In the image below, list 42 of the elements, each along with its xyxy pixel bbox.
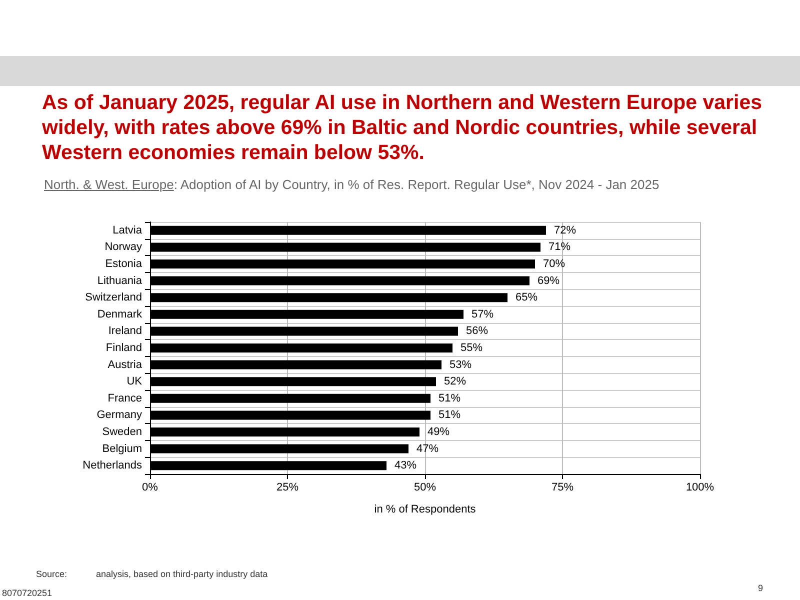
data-label: 55% xyxy=(460,342,483,354)
y-tick-label: Germany xyxy=(96,409,142,422)
x-tick-label: 0% xyxy=(142,482,158,494)
data-label: 65% xyxy=(516,292,538,304)
y-tick-label: France xyxy=(108,392,142,404)
y-tick-label: Finland xyxy=(106,342,142,354)
data-label: 70% xyxy=(543,258,566,270)
data-label: 72% xyxy=(554,224,576,236)
x-tick-label: 75% xyxy=(551,482,574,494)
data-label: 53% xyxy=(450,358,472,371)
data-label: 52% xyxy=(444,376,466,388)
text: analysis, based on third-party industry data xyxy=(96,569,268,579)
y-tick-label: Netherlands xyxy=(82,460,142,472)
data-label: 49% xyxy=(428,426,450,438)
y-tick-label: Belgium xyxy=(102,442,142,455)
y-tick-label: Lithuania xyxy=(97,274,143,287)
x-tick-label: 50% xyxy=(414,482,436,494)
data-label: 51% xyxy=(438,409,461,422)
data-label: 47% xyxy=(416,442,439,455)
y-tick-label: Estonia xyxy=(105,258,143,270)
y-tick-label: Norway xyxy=(104,241,142,254)
data-label: 71% xyxy=(548,241,571,254)
x-axis-title: in % of Respondents xyxy=(374,504,476,516)
y-tick-label: Ireland xyxy=(108,325,142,338)
data-label: 57% xyxy=(472,308,494,320)
y-tick-label: UK xyxy=(126,376,143,388)
text: 9 xyxy=(758,583,764,593)
x-tick-label: 100% xyxy=(686,482,714,494)
chart-subtitle: North. & West. Europe: Adoption of AI by Country, in % of Res. Report. Regular Use*, Nov 2024 - Jan 2025 xyxy=(44,177,660,192)
data-label: 43% xyxy=(394,460,417,472)
y-tick-label: Latvia xyxy=(112,224,143,236)
chart-title: As of January 2025, regular AI use in Northern and Western Europe varies widely, with rates above 69% in Baltic and Nordic countries, while several Western economies remain below 53%. xyxy=(42,90,764,165)
data-label: 69% xyxy=(538,274,560,287)
y-tick-label: Sweden xyxy=(102,426,142,438)
y-tick-label: Austria xyxy=(108,358,143,371)
text: 8070720251 xyxy=(2,588,52,598)
data-label: 51% xyxy=(438,392,461,404)
data-label: 56% xyxy=(466,325,488,338)
x-tick-label: 25% xyxy=(276,482,299,494)
y-tick-label: Switzerland xyxy=(85,292,142,304)
y-tick-label: Denmark xyxy=(97,308,142,320)
source-note: Source: xyxy=(36,569,68,579)
